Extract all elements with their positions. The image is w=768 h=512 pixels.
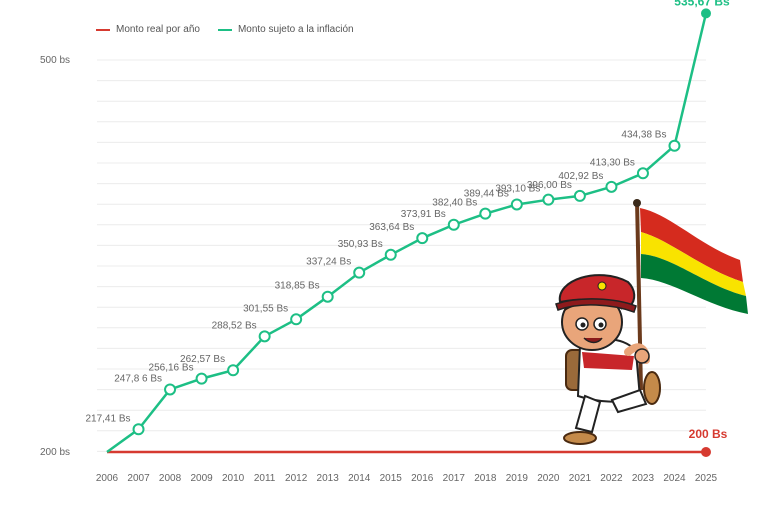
x-tick-label: 2021 — [569, 473, 592, 484]
legend-item-inflation[interactable]: Monto sujeto a la inflación — [217, 24, 354, 35]
y-tick-label: 200 bs — [40, 447, 70, 458]
data-label-inflation: 413,30 Bs — [590, 157, 635, 168]
mascot-leg-left — [574, 394, 602, 434]
data-point-inflation — [479, 207, 492, 220]
end-label-real: 200 Bs — [689, 427, 728, 441]
data-point-inflation — [321, 290, 334, 303]
data-label-inflation: 402,92 Bs — [558, 171, 603, 182]
x-tick-label: 2016 — [411, 473, 434, 484]
data-label-inflation: 396,00 Bs — [527, 180, 572, 191]
y-axis-ticks: 200 bs 500 bs — [40, 55, 70, 458]
flag-red-stripe — [640, 208, 743, 282]
x-tick-label: 2007 — [127, 473, 150, 484]
data-point-inflation — [258, 330, 271, 343]
data-point-inflation — [447, 218, 460, 231]
mascot-hat-brim — [555, 298, 637, 313]
mascot-mouth — [583, 337, 603, 344]
data-label-inflation: 382,40 Bs — [432, 198, 477, 209]
gridlines — [97, 59, 706, 452]
legend-swatch-real — [96, 28, 110, 31]
x-tick-label: 2014 — [348, 473, 371, 484]
series-inflation: 535,67 Bs — [106, 0, 730, 454]
x-tick-label: 2022 — [600, 473, 623, 484]
mascot-hat-badge — [597, 281, 607, 291]
data-point-inflation — [164, 383, 177, 396]
mascot-hand — [634, 348, 650, 364]
sandal-right — [643, 371, 661, 405]
data-point-inflation — [384, 248, 397, 261]
mascot-illustration — [555, 199, 748, 445]
sandal-left — [563, 431, 597, 445]
data-label-inflation: 301,55 Bs — [243, 303, 288, 314]
data-point-inflation — [510, 198, 523, 211]
y-tick-label: 500 bs — [40, 55, 70, 66]
x-axis-ticks: 2006 2007 2008 2009 2010 2011 2012 2013 2014 2015… — [96, 473, 718, 484]
x-tick-label: 2018 — [474, 473, 497, 484]
data-point-inflation — [290, 313, 303, 326]
x-tick-label: 2025 — [695, 473, 718, 484]
end-point-inflation — [701, 8, 711, 19]
data-label-inflation: 350,93 Bs — [338, 239, 383, 250]
data-label-inflation: 318,85 Bs — [275, 281, 320, 292]
flag-pole-knob — [633, 199, 641, 207]
x-tick-label: 2013 — [317, 473, 340, 484]
data-point-inflation — [227, 364, 240, 377]
x-tick-label: 2011 — [254, 473, 276, 484]
flag-green-stripe — [641, 254, 748, 314]
data-point-inflation — [573, 189, 586, 202]
x-tick-label: 2015 — [380, 473, 403, 484]
data-label-inflation: 389,44 Bs — [464, 188, 509, 199]
mascot-poncho — [582, 352, 634, 370]
x-tick-label: 2010 — [222, 473, 245, 484]
data-label-inflation: 217,41 Bs — [85, 413, 130, 424]
data-label-inflation: 337,24 Bs — [306, 257, 351, 268]
data-point-inflation — [636, 167, 649, 180]
legend-label-inflation: Monto sujeto a la inflación — [237, 24, 354, 35]
data-point-inflation — [353, 266, 366, 279]
data-point-inflation — [416, 232, 429, 245]
data-point-inflation — [132, 423, 145, 436]
end-label-inflation: 535,67 Bs — [674, 0, 730, 8]
data-label-inflation: 434,38 Bs — [621, 130, 666, 141]
mascot-leg-right — [610, 388, 648, 414]
data-label-inflation: 363,64 Bs — [369, 222, 414, 233]
legend-item-real[interactable]: Monto real por año — [96, 24, 200, 35]
x-tick-label: 2020 — [537, 473, 560, 484]
data-point-inflation — [195, 372, 208, 385]
x-tick-label: 2024 — [663, 473, 686, 484]
data-point-inflation — [542, 193, 555, 206]
x-tick-label: 2019 — [506, 473, 529, 484]
data-label-inflation: 262,57 Bs — [180, 354, 225, 365]
x-tick-label: 2008 — [159, 473, 182, 484]
data-label-inflation: 288,52 Bs — [212, 320, 257, 331]
x-tick-label: 2009 — [190, 473, 213, 484]
legend-swatch-inflation — [217, 28, 232, 31]
mascot-pupil-left — [580, 322, 586, 328]
x-tick-label: 2012 — [285, 473, 308, 484]
end-point-real — [701, 447, 711, 457]
x-tick-label: 2023 — [632, 473, 655, 484]
data-point-inflation — [605, 180, 618, 193]
data-label-inflation: 256,16 Bs — [149, 363, 194, 374]
data-point-inflation — [668, 139, 681, 152]
data-label-inflation: 393,10 Bs — [495, 184, 540, 195]
legend: Monto real por año Monto sujeto a la inf… — [96, 24, 354, 35]
legend-label-real: Monto real por año — [116, 24, 200, 35]
x-tick-label: 2006 — [96, 473, 119, 484]
mascot-pupil-right — [598, 322, 604, 328]
data-label-inflation: 247,8 6 Bs — [114, 373, 162, 384]
data-label-inflation: 373,91 Bs — [401, 209, 446, 220]
flag-yellow-stripe — [641, 232, 746, 296]
series-real: 200 Bs — [107, 427, 728, 457]
x-tick-label: 2017 — [443, 473, 466, 484]
